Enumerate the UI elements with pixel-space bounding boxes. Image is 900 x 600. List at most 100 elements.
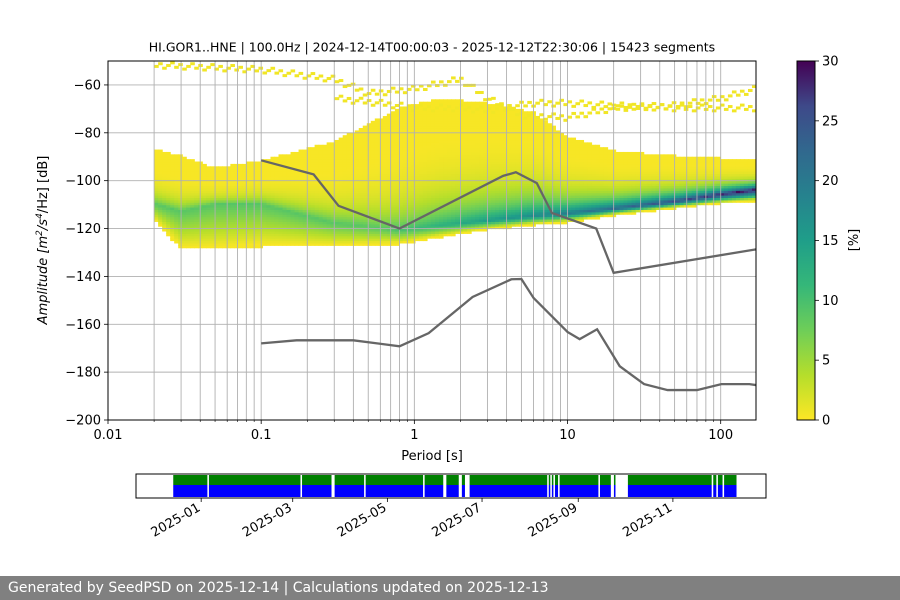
heatmap-cell <box>459 190 464 194</box>
heatmap-cell <box>262 226 268 230</box>
heatmap-cell <box>459 120 464 124</box>
heatmap-cell <box>334 185 340 189</box>
heatmap-cell <box>447 151 452 155</box>
heatmap-cell <box>410 233 416 237</box>
heatmap-cell <box>463 120 468 124</box>
heatmap-cell <box>499 187 504 191</box>
heatmap-cell <box>234 166 239 170</box>
heatmap-cell <box>414 168 420 172</box>
heatmap-cell <box>334 206 340 210</box>
heatmap-cell <box>246 216 252 220</box>
heatmap-cell <box>527 168 532 172</box>
heatmap-cell <box>270 185 276 189</box>
heatmap-cell <box>559 183 564 187</box>
heatmap-cell <box>527 111 532 115</box>
heatmap-cell <box>439 233 444 237</box>
heatmap-cell <box>318 218 324 222</box>
heatmap-cell <box>298 71 304 75</box>
heatmap-cell <box>378 159 384 163</box>
heatmap-cell <box>575 178 581 182</box>
heatmap-cell <box>459 103 464 107</box>
heatmap-cell <box>571 139 577 143</box>
heatmap-cell <box>238 173 243 177</box>
heatmap-cell <box>555 171 560 175</box>
heatmap-cell <box>463 154 468 158</box>
heatmap-cell <box>286 178 292 182</box>
heatmap-cell <box>238 245 243 249</box>
heatmap-cell <box>579 163 585 167</box>
heatmap-cell <box>406 128 412 131</box>
heatmap-cell <box>206 209 211 213</box>
heatmap-cell <box>222 233 227 237</box>
heatmap-cell <box>366 192 372 196</box>
heatmap-cell <box>378 211 384 215</box>
heatmap-cell <box>434 197 440 201</box>
heatmap-cell <box>250 187 256 191</box>
heatmap-cell <box>426 195 432 199</box>
heatmap-cell <box>398 211 404 215</box>
heatmap-cell <box>499 113 504 117</box>
heatmap-cell <box>475 130 480 134</box>
heatmap-cell <box>386 204 392 208</box>
heatmap-cell <box>499 142 504 146</box>
heatmap-cell <box>523 180 528 184</box>
heatmap-cell <box>262 202 268 206</box>
heatmap-cell <box>250 223 256 227</box>
heatmap-cell <box>374 199 380 203</box>
heatmap-cell <box>242 166 247 170</box>
heatmap-cell <box>491 135 496 139</box>
heatmap-cell <box>382 190 388 194</box>
heatmap-cell <box>346 180 352 184</box>
heatmap-cell <box>294 166 300 170</box>
heatmap-cell <box>410 175 416 179</box>
heatmap-cell <box>178 199 183 203</box>
heatmap-cell <box>222 199 227 203</box>
heatmap-cell <box>459 214 464 218</box>
heatmap-cell <box>334 147 340 151</box>
heatmap-cell <box>182 216 187 220</box>
heatmap-cell <box>426 144 432 148</box>
heatmap-cell <box>447 223 452 227</box>
heatmap-cell <box>443 161 448 165</box>
heatmap-cell <box>483 197 488 201</box>
heatmap-cell <box>467 120 472 124</box>
heatmap-cell <box>491 142 496 146</box>
heatmap-cell <box>254 183 260 187</box>
heatmap-cell <box>158 204 163 208</box>
heatmap-cell <box>166 161 171 165</box>
heatmap-cell <box>366 180 372 184</box>
heatmap-cell <box>382 233 388 237</box>
heatmap-cell <box>515 128 520 131</box>
heatmap-cell <box>503 175 508 179</box>
heatmap-cell <box>250 218 256 222</box>
heatmap-cell <box>471 195 476 199</box>
heatmap-cell <box>515 190 520 194</box>
heatmap-cell <box>571 166 577 170</box>
heatmap-cell <box>226 166 231 170</box>
heatmap-cell <box>302 180 308 184</box>
heatmap-cell <box>322 211 328 215</box>
heatmap-cell <box>282 226 288 230</box>
heatmap-cell <box>426 105 432 109</box>
heatmap-cell <box>583 144 589 148</box>
heatmap-cell <box>535 137 540 141</box>
heatmap-cell <box>226 238 231 242</box>
heatmap-cell <box>515 125 520 129</box>
heatmap-cell <box>370 238 376 242</box>
heatmap-cell <box>491 151 496 155</box>
heatmap-cell <box>543 202 548 206</box>
heatmap-cell <box>463 151 468 155</box>
heatmap-cell <box>583 149 589 153</box>
heatmap-cell <box>378 132 384 136</box>
heatmap-cell <box>346 154 352 158</box>
heatmap-cell <box>543 175 548 179</box>
heatmap-cell <box>495 142 500 146</box>
heatmap-cell <box>342 159 348 163</box>
heatmap-cell <box>170 168 175 172</box>
heatmap-cell <box>266 178 272 182</box>
heatmap-cell <box>330 226 336 230</box>
heatmap-cell <box>479 171 484 175</box>
heatmap-cell <box>406 142 412 146</box>
heatmap-cell <box>378 202 384 206</box>
heatmap-cell <box>306 221 312 225</box>
